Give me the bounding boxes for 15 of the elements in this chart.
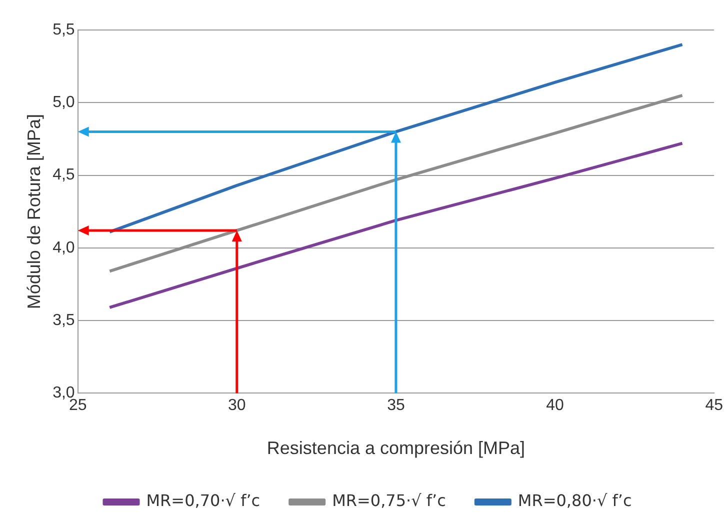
- legend-label: MR=0,80·√ f’c: [518, 491, 632, 510]
- y-tick-label: 5,0: [52, 94, 75, 112]
- legend-label: MR=0,75·√ f’c: [332, 491, 446, 510]
- y-tick-label: 5,5: [52, 21, 75, 38]
- x-axis-title: Resistencia a compresión [MPa]: [266, 438, 526, 458]
- x-tick-label: 40: [546, 397, 564, 414]
- x-tick-label: 25: [68, 397, 87, 414]
- x-tick-label: 35: [387, 397, 405, 414]
- y-tick-label: 4,5: [52, 166, 75, 184]
- y-tick-label: 4,0: [52, 239, 75, 256]
- x-tick-label: 30: [228, 397, 246, 414]
- y-tick-label: 3,5: [52, 312, 75, 329]
- x-tick-label: 45: [705, 397, 724, 414]
- legend-label: MR=0,70·√ f’c: [146, 491, 260, 510]
- y-axis-title: Módulo de Rotura [MPa]: [24, 114, 44, 310]
